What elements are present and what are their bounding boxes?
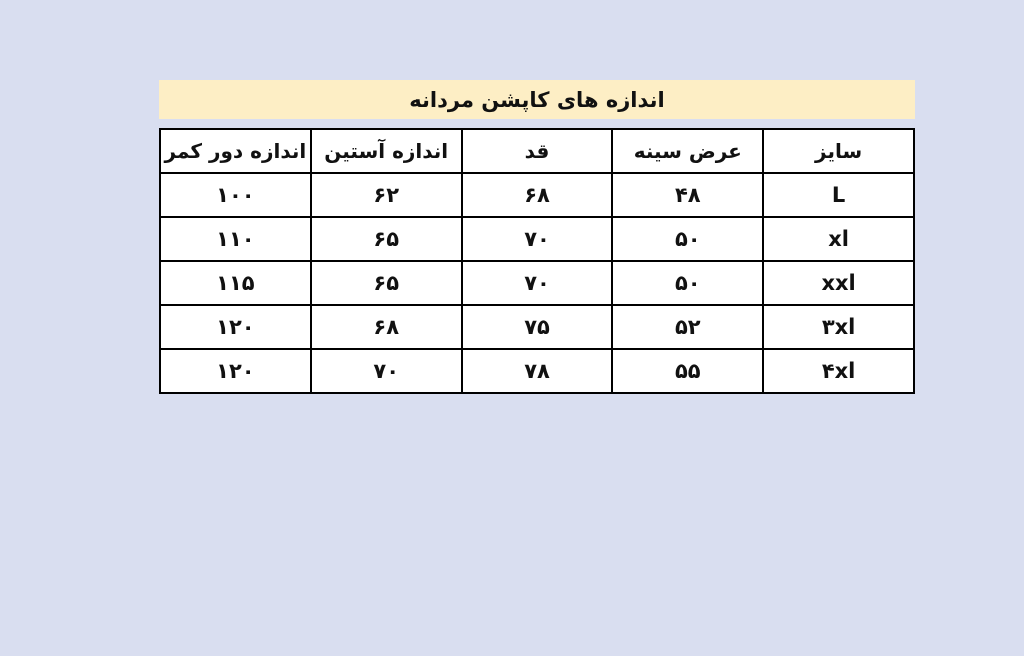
cell-sleeve: ۶۵	[309, 216, 463, 262]
cell-length: ۷۸	[460, 348, 614, 394]
cell-size: ۴xl	[762, 348, 915, 394]
table-row: L ۴۸ ۶۸ ۶۲ ۱۰۰	[159, 172, 915, 218]
table-header-row: سایز عرض سینه قد اندازه آستین اندازه دور…	[159, 128, 915, 174]
cell-chest: ۵۲	[611, 304, 765, 350]
column-header-chest: عرض سینه	[611, 128, 765, 174]
cell-chest: ۵۰	[611, 216, 765, 262]
cell-waist: ۱۱۵	[159, 260, 312, 306]
cell-waist: ۱۱۰	[159, 216, 312, 262]
size-chart-title: اندازه های کاپشن مردانه	[159, 80, 915, 119]
cell-sleeve: ۶۵	[309, 260, 463, 306]
cell-sleeve: ۷۰	[309, 348, 463, 394]
cell-size: xl	[762, 216, 915, 262]
size-chart-table: سایز عرض سینه قد اندازه آستین اندازه دور…	[159, 128, 915, 394]
cell-waist: ۱۲۰	[159, 348, 312, 394]
table-row: xl ۵۰ ۷۰ ۶۵ ۱۱۰	[159, 216, 915, 262]
cell-chest: ۵۰	[611, 260, 765, 306]
cell-waist: ۱۲۰	[159, 304, 312, 350]
cell-sleeve: ۶۸	[309, 304, 463, 350]
cell-length: ۶۸	[460, 172, 614, 218]
column-header-sleeve: اندازه آستین	[309, 128, 463, 174]
cell-chest: ۴۸	[611, 172, 765, 218]
column-header-waist: اندازه دور کمر	[159, 128, 312, 174]
cell-size: L	[762, 172, 915, 218]
table-row: ۴xl ۵۵ ۷۸ ۷۰ ۱۲۰	[159, 348, 915, 394]
size-chart-title-text: اندازه های کاپشن مردانه	[409, 87, 665, 112]
column-header-length: قد	[460, 128, 614, 174]
cell-size: ۳xl	[762, 304, 915, 350]
cell-length: ۷۵	[460, 304, 614, 350]
column-header-size: سایز	[762, 128, 915, 174]
cell-length: ۷۰	[460, 216, 614, 262]
cell-length: ۷۰	[460, 260, 614, 306]
size-chart: اندازه های کاپشن مردانه سایز عرض سینه قد…	[159, 80, 915, 394]
table-row: ۳xl ۵۲ ۷۵ ۶۸ ۱۲۰	[159, 304, 915, 350]
cell-sleeve: ۶۲	[309, 172, 463, 218]
cell-size: xxl	[762, 260, 915, 306]
table-row: xxl ۵۰ ۷۰ ۶۵ ۱۱۵	[159, 260, 915, 306]
cell-waist: ۱۰۰	[159, 172, 312, 218]
cell-chest: ۵۵	[611, 348, 765, 394]
